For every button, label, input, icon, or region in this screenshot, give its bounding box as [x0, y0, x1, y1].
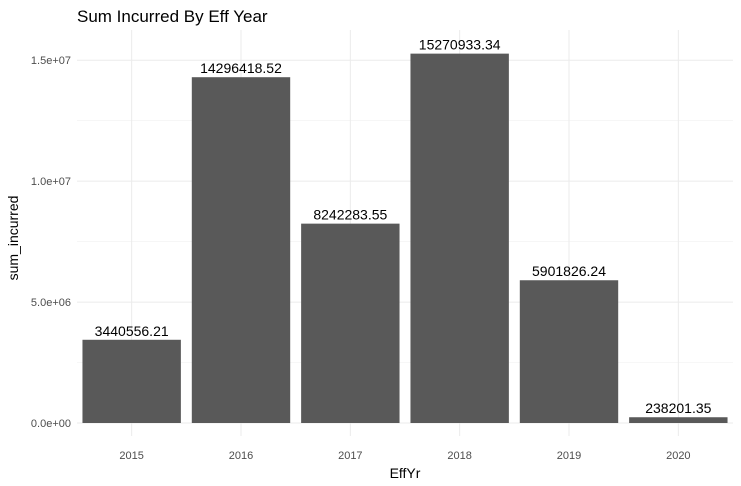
bar [410, 53, 509, 423]
x-tick-label: 2015 [119, 450, 143, 462]
bar [519, 280, 619, 423]
x-tick-label: 2019 [557, 450, 581, 462]
x-tick-label: 2017 [338, 450, 362, 462]
bar [301, 223, 400, 423]
data-label: 3440556.21 [95, 323, 169, 339]
y-axis-title: sum_incurred [5, 196, 21, 281]
y-tick-label: 1.0e+07 [31, 176, 71, 188]
y-tick-label: 5.0e+06 [31, 297, 71, 309]
data-label: 8242283.55 [313, 207, 387, 223]
data-label: 15270933.34 [419, 37, 501, 53]
bars-layer [82, 53, 728, 423]
chart-title: Sum Incurred By Eff Year [77, 7, 268, 26]
data-label: 238201.35 [645, 400, 711, 416]
bar [82, 339, 181, 423]
data-label: 14296418.52 [200, 60, 282, 76]
x-tick-label: 2020 [666, 450, 690, 462]
x-tick-label: 2016 [229, 450, 253, 462]
x-tick-label: 2018 [447, 450, 471, 462]
x-axis-title: EffYr [390, 465, 421, 481]
y-axis-ticks: 0.0e+00 5.0e+06 1.0e+07 1.5e+07 [31, 55, 71, 430]
y-tick-label: 0.0e+00 [31, 418, 71, 430]
y-tick-label: 1.5e+07 [31, 55, 71, 67]
bar [629, 417, 728, 423]
x-axis-ticks: 2015 2016 2017 2018 2019 2020 [119, 450, 690, 462]
bar [191, 77, 291, 423]
data-label: 5901826.24 [532, 263, 606, 279]
data-labels-layer: 3440556.21 14296418.52 8242283.55 15270933.… [95, 37, 712, 417]
